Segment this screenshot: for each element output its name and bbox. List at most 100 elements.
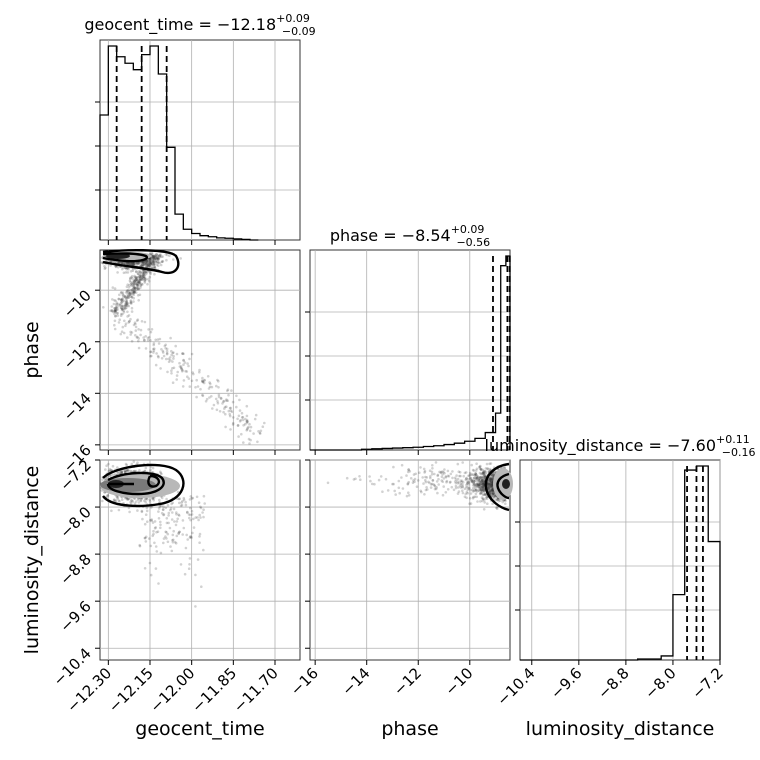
xlabel-geocent-time: geocent_time (135, 718, 264, 740)
scatter-point (149, 257, 152, 261)
scatter-point (485, 462, 489, 466)
scatter-point (113, 310, 117, 313)
scatter-point (130, 263, 134, 266)
scatter-point (169, 545, 172, 548)
scatter-point (490, 488, 493, 492)
scatter-point (138, 277, 142, 280)
scatter-point (416, 479, 420, 482)
scatter-point (113, 308, 117, 312)
scatter-point (152, 499, 155, 502)
scatter-point (127, 498, 130, 501)
scatter-point (478, 465, 481, 469)
scatter-point (423, 471, 426, 474)
scatter-point (125, 304, 128, 307)
scatter-point (156, 256, 160, 260)
scatter-point (400, 476, 403, 479)
scatter-point (149, 354, 152, 358)
scatter-point (475, 483, 478, 487)
scatter-point (405, 474, 408, 477)
scatter-point (488, 485, 492, 489)
scatter-point (112, 302, 116, 306)
scatter-point (104, 468, 107, 471)
scatter-point (152, 266, 156, 270)
scatter-point (178, 514, 181, 517)
scatter-point (154, 338, 157, 342)
scatter-point (231, 400, 235, 404)
scatter-point (119, 306, 123, 309)
scatter-point (133, 263, 137, 266)
scatter-point (134, 500, 138, 503)
scatter-point (149, 573, 153, 577)
scatter-point (158, 254, 162, 257)
scatter-point (246, 428, 249, 431)
scatter-point (142, 272, 145, 276)
scatter-point (120, 261, 123, 264)
scatter-point (491, 486, 494, 490)
scatter-point (140, 261, 143, 265)
scatter-point (488, 492, 492, 495)
scatter-point (427, 480, 430, 484)
scatter-point (116, 302, 120, 306)
scatter-point (155, 260, 158, 264)
scatter-point (217, 393, 221, 397)
scatter-point (142, 276, 146, 280)
scatter-point (259, 429, 263, 433)
scatter-point (136, 272, 140, 276)
scatter-point (491, 485, 494, 489)
scatter-point (153, 347, 156, 351)
scatter-point (166, 532, 170, 536)
y-tick-label: −14 (60, 389, 95, 424)
scatter-point (168, 356, 172, 359)
scatter-point (456, 477, 460, 481)
scatter-point (258, 432, 262, 435)
scatter-point (144, 535, 148, 539)
scatter-point (482, 489, 486, 493)
scatter-point (471, 488, 475, 492)
scatter-point (483, 474, 487, 478)
scatter-point (113, 312, 116, 316)
scatter-point (186, 538, 189, 541)
scatter-point (492, 493, 496, 496)
scatter-point (139, 286, 142, 289)
scatter-point (489, 477, 493, 481)
scatter-point (130, 331, 134, 334)
scatter-point (130, 295, 134, 299)
scatter-point (139, 284, 143, 288)
scatter-point (126, 469, 130, 472)
scatter-point (478, 479, 481, 482)
scatter-point (124, 469, 128, 472)
scatter-point (208, 396, 211, 399)
scatter-point (124, 324, 127, 328)
scatter-point (131, 269, 135, 273)
scatter-point (143, 278, 147, 281)
scatter-point (136, 461, 139, 465)
scatter-point (461, 485, 464, 489)
scatter-point (476, 483, 480, 487)
scatter-point (181, 533, 184, 536)
scatter-point (120, 301, 124, 304)
scatter-point (245, 428, 248, 432)
scatter-point (219, 397, 223, 400)
scatter-point (241, 415, 245, 419)
scatter-point (129, 330, 132, 334)
scatter-point (165, 521, 169, 525)
scatter-point (132, 262, 136, 266)
scatter-point (148, 264, 151, 268)
scatter-point (448, 481, 452, 484)
scatter-point (326, 481, 330, 485)
scatter-point (472, 481, 476, 485)
scatter-point (178, 365, 182, 368)
scatter-point (181, 519, 185, 522)
scatter-point (189, 518, 192, 522)
scatter-point (115, 495, 119, 499)
scatter-point (141, 263, 144, 267)
scatter-point (144, 278, 148, 281)
scatter-point (133, 290, 136, 293)
scatter-point (113, 260, 116, 264)
scatter-point (139, 283, 143, 287)
scatter-point (124, 497, 127, 500)
scatter-point (481, 481, 485, 485)
scatter-point (132, 282, 135, 286)
panel-2d-geocent-lumdist (99, 459, 301, 661)
scatter-point (124, 261, 127, 265)
